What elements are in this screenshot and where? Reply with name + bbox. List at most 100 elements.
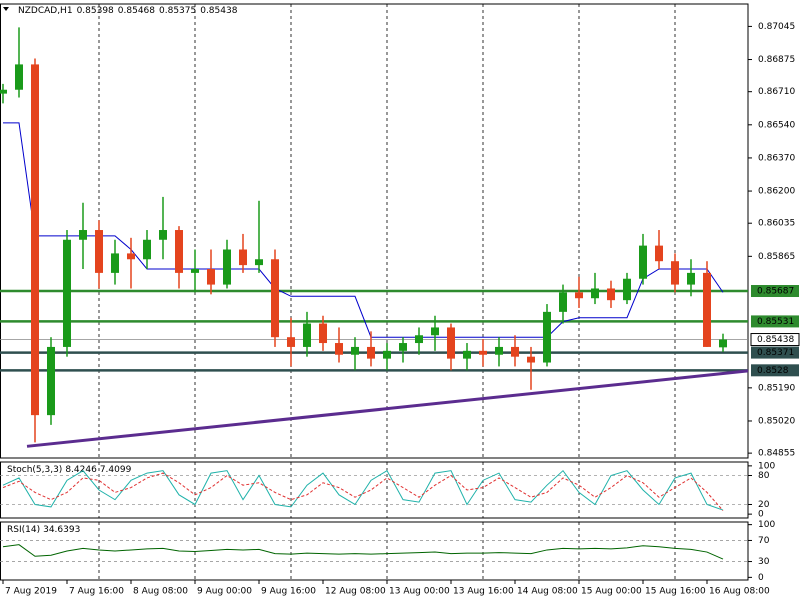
level-label: 0.85531 [757, 317, 794, 327]
candle-body [383, 350, 391, 359]
y-tick-label: 0.85020 [758, 416, 795, 426]
x-tick-label: 12 Aug 08:00 [325, 587, 386, 597]
candle-body [0, 89, 8, 94]
x-tick-label: 13 Aug 16:00 [453, 587, 514, 597]
candle-body [223, 249, 231, 285]
x-tick-label: 9 Aug 16:00 [261, 587, 316, 597]
candle-body [703, 272, 711, 347]
level-badge [751, 315, 799, 328]
candle-body [559, 292, 567, 312]
y-tick-label: 0.84855 [758, 449, 795, 459]
candle-body [607, 288, 615, 301]
header-part: 0.85468 [118, 6, 155, 16]
candle-body [79, 230, 87, 240]
candle-body [335, 343, 343, 355]
candle-body [351, 346, 359, 355]
x-tick-label: 9 Aug 00:00 [197, 587, 252, 597]
indicator-part: 34.6393 [43, 525, 80, 535]
candle-body [47, 346, 55, 416]
header-arrow [3, 7, 9, 11]
indicator-line [2, 544, 724, 560]
y-tick-label: 0.86035 [758, 219, 795, 229]
panel-frame [0, 3, 749, 459]
level-badge [751, 346, 799, 359]
candle-body [543, 311, 551, 363]
y-tick-label: 80 [758, 471, 770, 481]
y-tick-label: 70 [758, 536, 770, 546]
indicator-label: RSI(14) 34.6393 [7, 525, 80, 535]
x-tick-label: 15 Aug 16:00 [645, 587, 706, 597]
panel-frame [0, 521, 749, 581]
trendline [26, 369, 749, 448]
candle-body [399, 343, 407, 351]
panel-frame [0, 461, 749, 519]
header-part: 0.85438 [200, 6, 237, 16]
x-tick-label: 13 Aug 00:00 [389, 587, 450, 597]
candle-body [671, 261, 679, 285]
x-tick-label: 8 Aug 08:00 [133, 587, 188, 597]
level-label: 0.85687 [757, 287, 794, 297]
candle-body [367, 346, 375, 359]
candle-body [191, 268, 199, 273]
candle-body [239, 249, 247, 266]
y-tick-label: 0.87045 [758, 22, 795, 32]
candle-body [303, 323, 311, 347]
candle-body [415, 335, 423, 344]
price-label: 0.85438 [757, 335, 794, 345]
candle-body [623, 278, 631, 301]
indicator-part: Stoch(5,3,3) [7, 465, 62, 475]
y-tick-label: 0.86710 [758, 87, 795, 97]
y-tick-label: 0 [758, 573, 764, 583]
candle-body [287, 337, 295, 347]
candle-body [111, 253, 119, 273]
candle-body [255, 259, 263, 266]
x-tick-label: 15 Aug 00:00 [581, 587, 642, 597]
candle-body [655, 245, 663, 262]
price-badge [750, 333, 800, 347]
level-badge [751, 285, 799, 298]
y-tick-label: 0.86370 [758, 153, 795, 163]
candle-body [63, 239, 71, 347]
candle-body [639, 245, 647, 279]
candle-body [431, 327, 439, 336]
candle-body [143, 239, 151, 260]
indicator-part: 8.4246 [65, 465, 97, 475]
candle-body [207, 268, 215, 285]
x-tick-label: 7 Aug 16:00 [69, 587, 124, 597]
x-tick-label: 14 Aug 08:00 [517, 587, 578, 597]
y-tick-label: 0.85865 [758, 252, 795, 262]
candle-body [687, 272, 695, 285]
indicator-part: 7.4099 [100, 465, 132, 475]
header-part: 0.85375 [159, 6, 196, 16]
candle-body [175, 230, 183, 273]
candle-body [463, 350, 471, 359]
candle-body [527, 356, 535, 363]
candle-body [127, 253, 135, 260]
y-tick-label: 0.86540 [758, 120, 795, 130]
y-tick-label: 0.86875 [758, 55, 795, 65]
y-tick-label: 100 [758, 461, 775, 471]
y-tick-label: 20 [758, 500, 770, 510]
y-tick-label: 100 [758, 520, 775, 530]
candle-body [95, 230, 103, 273]
header-part: 0.85398 [77, 6, 114, 16]
candle-body [511, 346, 519, 357]
header: NZDCAD,H1 0.85398 0.85468 0.85375 0.85438 [18, 6, 238, 16]
candle-body [479, 350, 487, 355]
candle-body [271, 259, 279, 338]
candle-body [31, 64, 39, 416]
level-label: 0.8528 [757, 366, 789, 376]
candle-body [15, 64, 23, 90]
candle-body [575, 292, 583, 299]
candle-body [159, 230, 167, 240]
level-badge [751, 364, 799, 377]
indicator-label: Stoch(5,3,3) 8.4246 7.4099 [7, 465, 132, 475]
level-label: 0.85371 [757, 348, 794, 358]
candle-body [719, 339, 727, 348]
x-tick-label: 7 Aug 2019 [5, 587, 57, 597]
y-tick-label: 0.85190 [758, 383, 795, 393]
candle-body [591, 288, 599, 299]
y-tick-label: 0 [758, 510, 764, 520]
